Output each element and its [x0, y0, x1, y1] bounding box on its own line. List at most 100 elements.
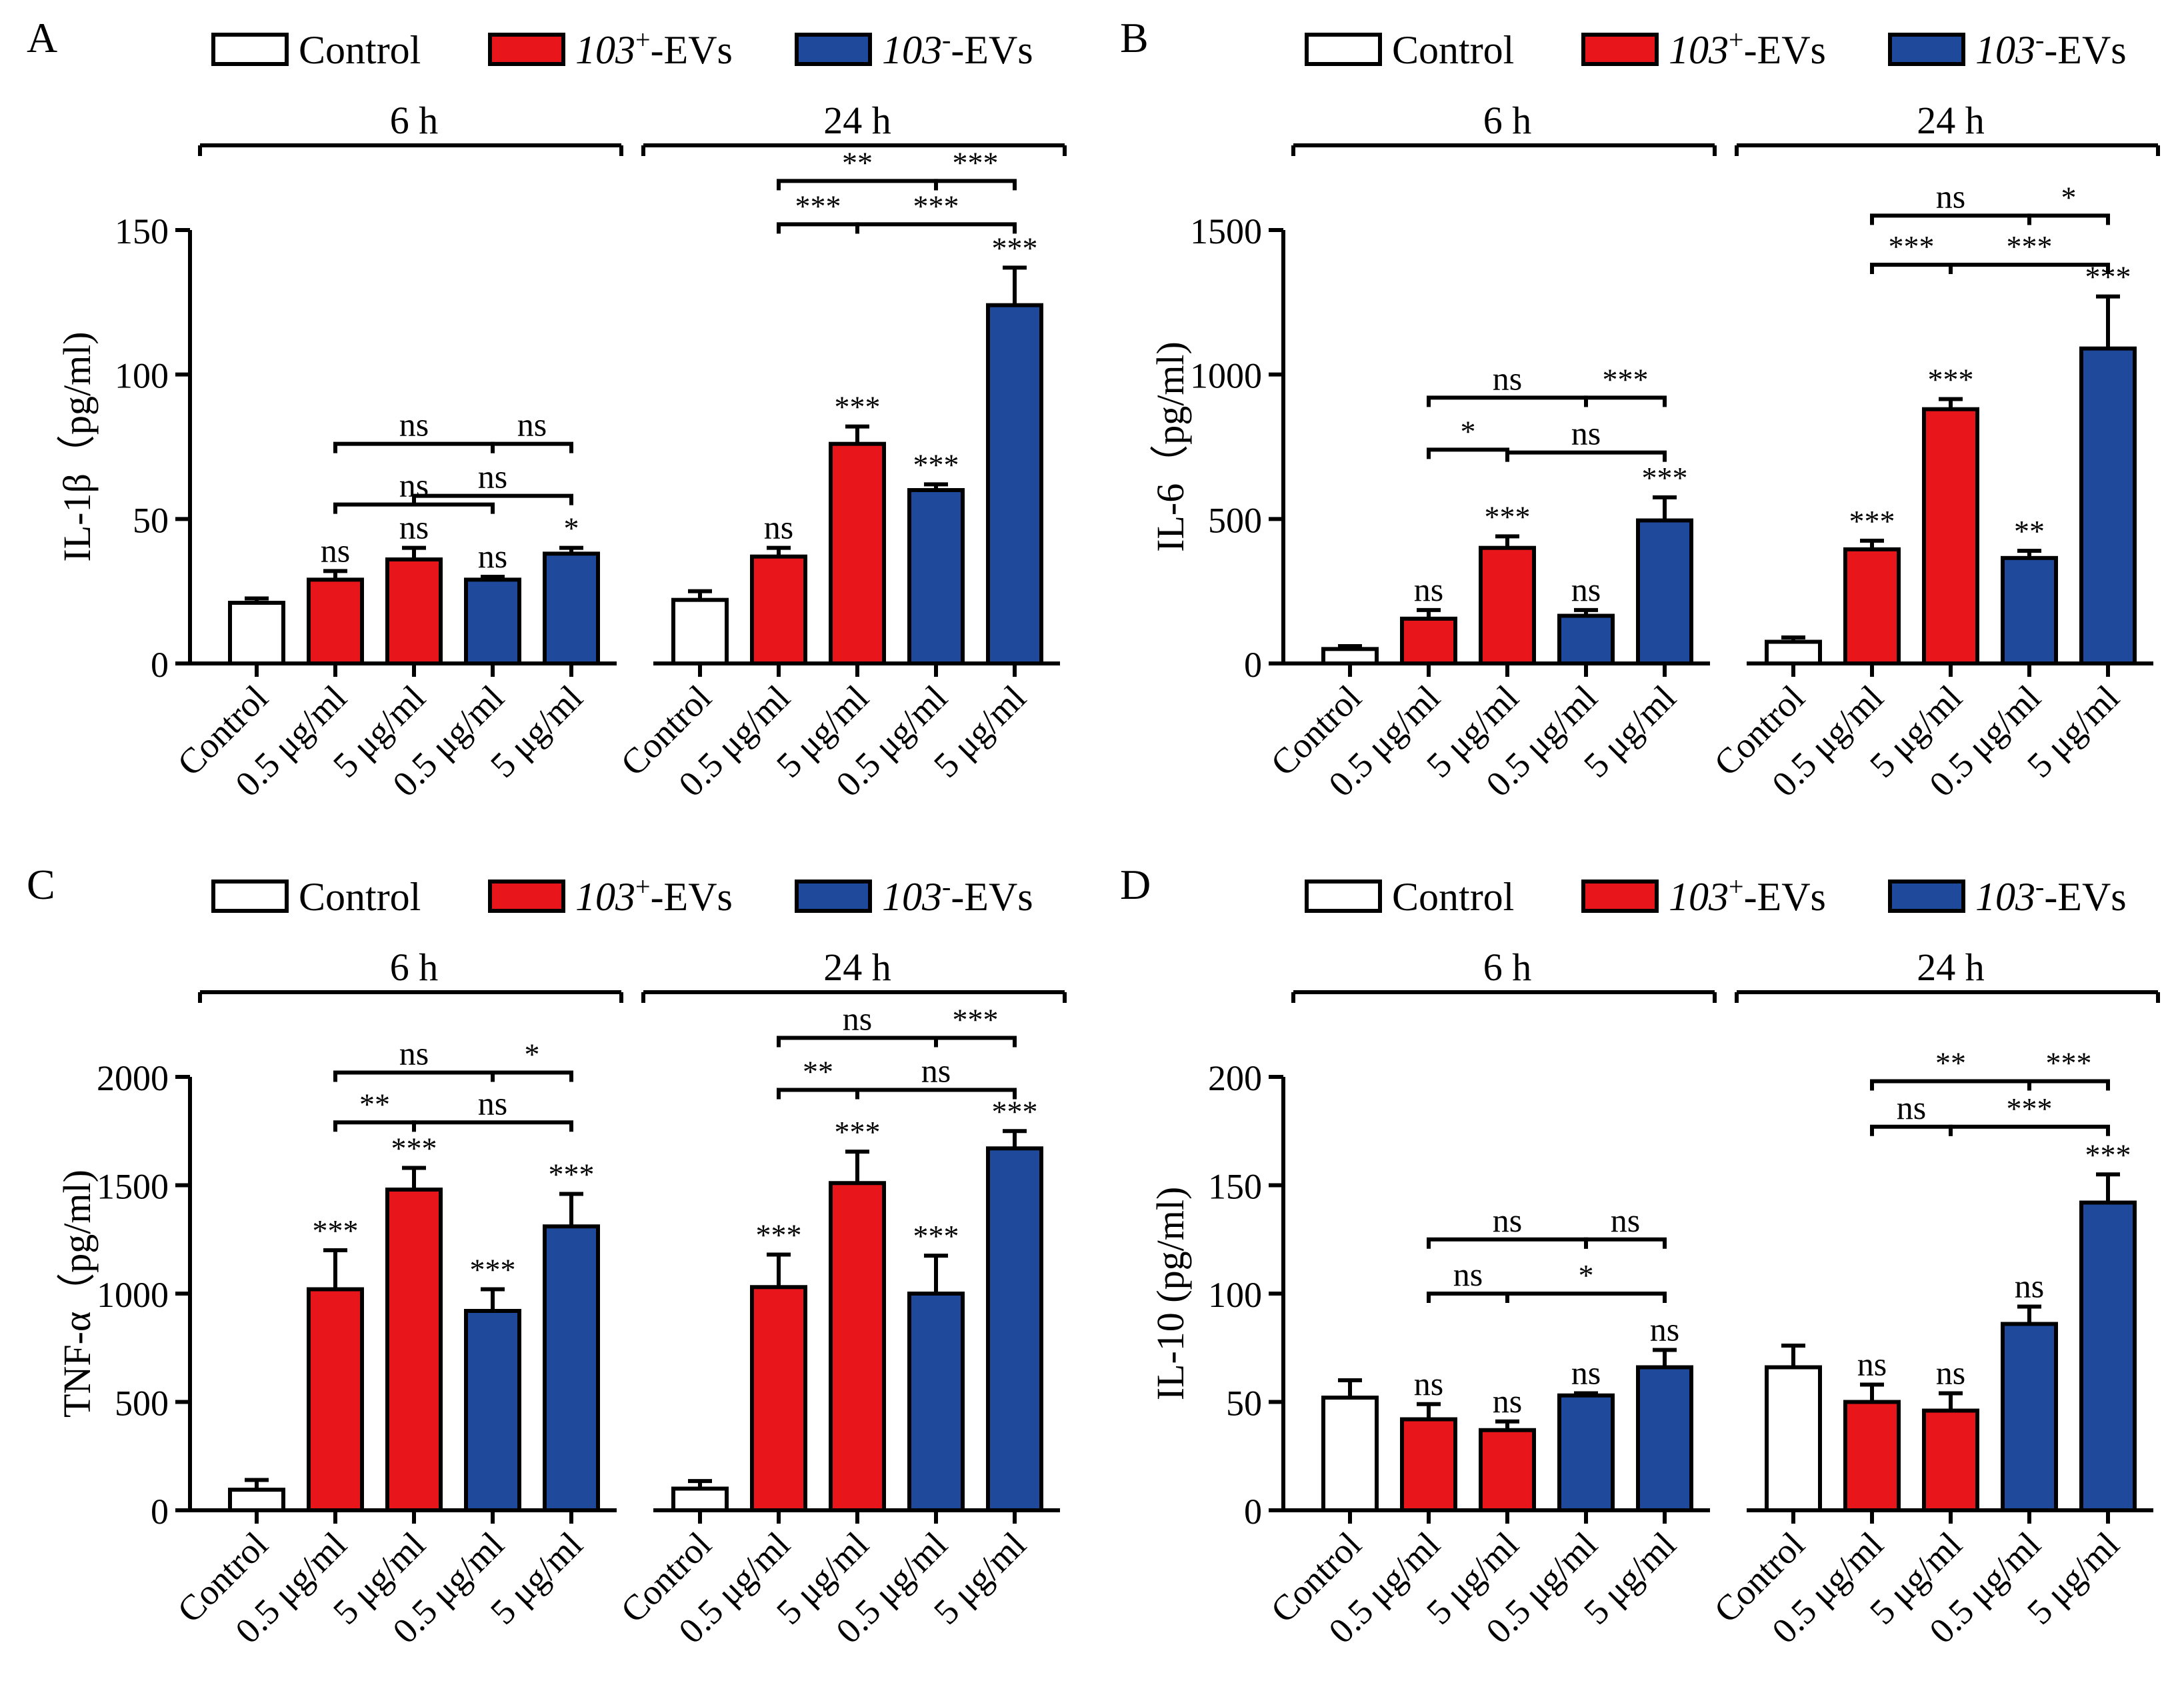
significance-label: ns: [1857, 1346, 1887, 1383]
legend-italic: 103: [1669, 28, 1729, 72]
comparison-bracket: [1427, 447, 1509, 459]
significance-label: ns: [399, 509, 429, 546]
comparison-label: *: [1461, 414, 1476, 448]
comparison-bracket: [2027, 1079, 2110, 1091]
legend-sup: -: [2035, 25, 2044, 55]
comparison-label: **: [359, 1087, 390, 1121]
comparison-bracket: [333, 1120, 416, 1132]
y-tick-label: 0: [1244, 645, 1262, 685]
legend-item-pos: 103+-EVs: [1581, 872, 1826, 919]
bar: [671, 597, 729, 666]
bar: [1843, 1400, 1901, 1512]
comparison-label: ns: [1493, 1202, 1522, 1239]
group-label: 6 h: [1483, 99, 1532, 142]
comparison-label: ns: [517, 406, 547, 443]
legend-item-control: Control: [211, 875, 421, 919]
legend-rest: -EVs: [1744, 875, 1826, 919]
legend-italic: 103: [1669, 875, 1729, 919]
y-tick-label: 50: [1226, 1384, 1262, 1424]
group-label: 6 h: [1483, 946, 1532, 989]
panel-c: C Control 103+-EVs 103--EVs0500100015002000…: [27, 861, 1067, 1651]
legend-swatch: [795, 33, 872, 66]
bar: [2001, 555, 2058, 665]
legend-swatch: [1581, 33, 1659, 66]
legend-item-control: Control: [211, 28, 421, 72]
comparison-label: ns: [1571, 415, 1601, 452]
comparison-label: *: [2061, 180, 2077, 214]
legend-italic: 103: [882, 28, 942, 72]
comparison-label: ***: [1603, 362, 1649, 396]
legend-item-neg: 103--EVs: [795, 25, 1033, 72]
legend-label: Control: [1392, 28, 1514, 72]
y-tick-label: 1500: [97, 1167, 169, 1207]
y-tick-label: 1000: [1190, 356, 1262, 396]
legend-label: 103--EVs: [1975, 872, 2127, 919]
y-tick-label: 0: [151, 645, 169, 685]
significance-label: ***: [992, 1094, 1038, 1128]
significance-label: ***: [2085, 1138, 2131, 1172]
legend-italic: 103: [575, 875, 635, 919]
legend-item-control: Control: [1305, 28, 1514, 72]
comparison-bracket: [1584, 1237, 1667, 1249]
comparison-label: ***: [1889, 229, 1935, 263]
bar: [1479, 1428, 1536, 1512]
bar: [750, 554, 807, 666]
comparison-label: ***: [953, 1003, 999, 1037]
comparison-bracket: [1505, 1292, 1667, 1303]
bar: [543, 1224, 600, 1512]
legend-italic: 103: [1975, 28, 2035, 72]
comparison-label: **: [842, 145, 873, 179]
legend-label: Control: [1392, 875, 1514, 919]
bar: [1400, 1417, 1457, 1512]
legend-rest: -EVs: [651, 28, 733, 72]
comparison-bracket: [934, 179, 1017, 191]
group-label: 24 h: [823, 99, 891, 142]
legend-swatch: [1888, 880, 1965, 913]
bar: [1636, 518, 1693, 665]
bar: [1843, 547, 1901, 665]
y-tick-label: 2000: [97, 1058, 169, 1098]
comparison-bracket: [333, 441, 495, 453]
legend-item-pos: 103+-EVs: [1581, 25, 1826, 72]
bar: [2001, 1322, 2058, 1512]
y-tick-label: 150: [1208, 1167, 1262, 1207]
comparison-label: ns: [843, 1000, 872, 1038]
comparison-label: ***: [2007, 229, 2053, 263]
legend-rest: -EVs: [951, 28, 1033, 72]
significance-label: ns: [1650, 1311, 1679, 1348]
bar: [1479, 545, 1536, 666]
legend-italic: 103: [575, 28, 635, 72]
comparison-bracket: [1870, 263, 1953, 274]
bar: [385, 1188, 443, 1512]
legend-rest: -EVs: [1744, 28, 1826, 72]
bar: [986, 303, 1043, 665]
significance-label: ***: [391, 1132, 437, 1166]
panel-letter: B: [1120, 14, 1149, 61]
y-axis-label: IL-6（pg/ml): [1149, 341, 1192, 552]
significance-label: ***: [835, 390, 881, 424]
bar: [464, 577, 521, 665]
comparison-bracket: [855, 1088, 1017, 1100]
legend-item-pos: 103+-EVs: [488, 25, 733, 72]
significance-label: ***: [913, 1219, 959, 1253]
y-tick-label: 0: [1244, 1492, 1262, 1532]
comparison-label: ***: [795, 189, 841, 223]
y-axis-label: TNF-α（pg/ml): [55, 1170, 99, 1418]
comparison-label: ***: [913, 189, 959, 223]
comparison-bracket: [1505, 450, 1667, 462]
comparison-bracket: [2027, 213, 2110, 225]
y-tick-label: 50: [133, 500, 169, 540]
group-label: 24 h: [823, 946, 891, 989]
y-tick-label: 1000: [97, 1275, 169, 1315]
legend-item-neg: 103--EVs: [1888, 25, 2127, 72]
legend-label: 103--EVs: [882, 872, 1033, 919]
comparison-label: ns: [399, 1035, 429, 1072]
y-tick-label: 100: [115, 356, 169, 396]
significance-label: ns: [1493, 1382, 1522, 1420]
comparison-label: ns: [1493, 359, 1522, 397]
significance-label: ***: [992, 231, 1038, 265]
comparison-label: ns: [478, 458, 507, 495]
significance-label: ns: [478, 537, 507, 575]
comparison-bracket: [1949, 1124, 2110, 1136]
legend-rest: -EVs: [2044, 875, 2126, 919]
